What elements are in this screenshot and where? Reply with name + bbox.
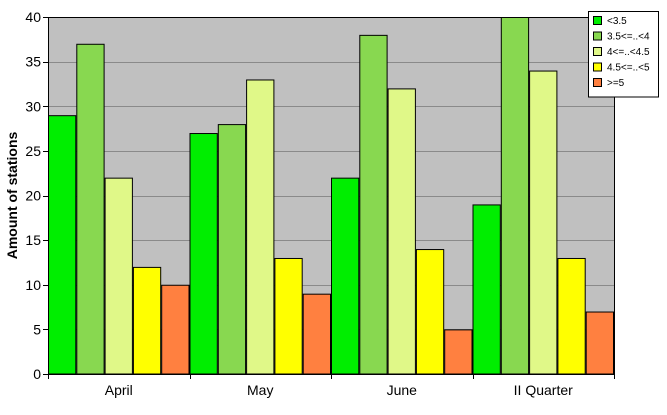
x-tick-labels: April May June II Quarter: [105, 382, 573, 398]
bar: [500, 17, 530, 375]
legend: <3.5 3.5<=..<4 4<=..<4.5 4.5<=..<5 >=5: [588, 11, 659, 98]
bar: [444, 329, 473, 375]
bar: [359, 34, 388, 375]
bar: [189, 133, 218, 375]
legend-swatch: [593, 31, 602, 41]
legend-label: <3.5: [607, 16, 627, 27]
bar: [217, 124, 247, 375]
y-axis-title: Amount of stations: [4, 132, 20, 260]
bar: [472, 204, 501, 375]
bar: [132, 266, 162, 375]
bar: [529, 70, 558, 375]
bar: [76, 43, 105, 375]
bar: [331, 177, 360, 375]
bar: [246, 79, 275, 375]
legend-swatch: [593, 47, 602, 56]
legend-swatch: [593, 16, 602, 25]
y-tick-label: 15: [25, 232, 41, 248]
bar: [557, 257, 586, 375]
y-tick-label: 40: [25, 9, 41, 25]
y-tick-label: 0: [33, 366, 41, 382]
y-tick-label: 10: [25, 277, 41, 293]
bar: [274, 257, 303, 375]
legend-label: 3.5<=..<4: [607, 32, 650, 43]
y-tick-label: 30: [25, 98, 41, 114]
y-tick-label: 20: [25, 188, 41, 204]
bar: [48, 115, 77, 375]
bar: [585, 311, 615, 375]
axes: [43, 17, 615, 379]
y-tick-label: 25: [25, 143, 41, 159]
legend-label: 4.5<=..<5: [607, 63, 650, 74]
legend-label: 4<=..<4.5: [607, 47, 650, 58]
bar: [302, 293, 332, 375]
x-tick-label: May: [247, 382, 273, 398]
x-tick-label: June: [387, 382, 418, 398]
bar: [104, 177, 133, 375]
legend-swatch: [593, 62, 602, 72]
legend-label: >=5: [607, 78, 625, 89]
legend-swatch: [593, 78, 602, 87]
y-tick-labels: 0 5 10 15 20 25 30 35 40: [25, 9, 41, 382]
y-tick-label: 5: [33, 321, 41, 337]
y-tick-label: 35: [25, 54, 41, 70]
x-tick-label: April: [105, 382, 133, 398]
x-tick-label: II Quarter: [514, 382, 573, 398]
bar: [415, 249, 445, 375]
bar: [161, 284, 190, 375]
bar: [387, 88, 416, 375]
bars: [48, 17, 615, 375]
